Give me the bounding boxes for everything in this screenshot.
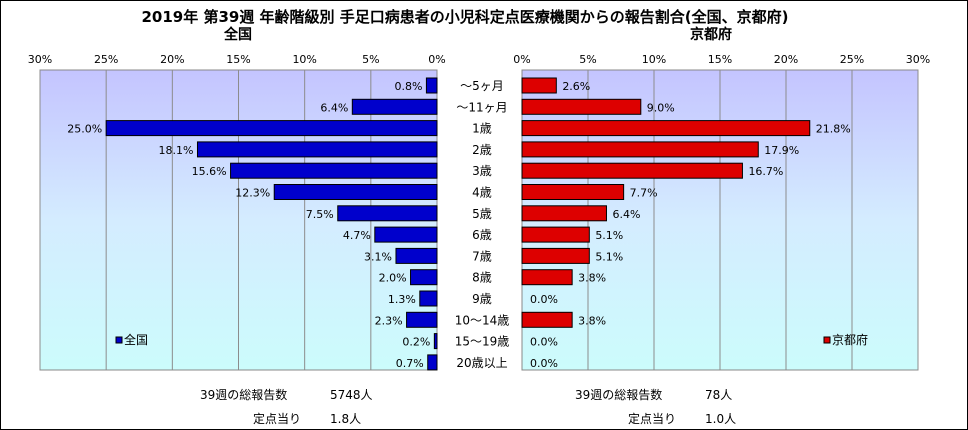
national-tick-label: 10% <box>292 53 316 66</box>
category-label: 2歳 <box>472 143 492 157</box>
category-label: 1歳 <box>472 122 492 136</box>
kyoto-bar <box>521 162 743 179</box>
national-bar <box>419 290 438 307</box>
national-data-label: 7.5% <box>306 208 334 221</box>
kyoto-legend-swatch <box>823 336 831 344</box>
kyoto-tick-label: 25% <box>840 53 864 66</box>
kyoto-bar <box>521 247 590 264</box>
national-bar <box>374 226 438 243</box>
national-bar <box>425 77 438 94</box>
kyoto-bar <box>521 120 811 137</box>
kyoto-total-value: 78人 <box>705 388 733 402</box>
national-data-label: 6.4% <box>320 101 348 114</box>
kyoto-bar <box>521 77 557 94</box>
kyoto-bar <box>521 205 607 222</box>
kyoto-panel-title: 京都府 <box>690 27 732 43</box>
kyoto-data-label: 2.6% <box>562 80 590 93</box>
national-data-label: 0.8% <box>394 80 422 93</box>
national-tick-label: 25% <box>94 53 118 66</box>
national-data-label: 4.7% <box>343 229 371 242</box>
national-per-label: 定点当り <box>253 412 302 426</box>
kyoto-tick-label: 20% <box>774 53 798 66</box>
kyoto-data-label: 3.8% <box>578 272 606 285</box>
category-label: 6歳 <box>472 228 492 242</box>
category-label: ～5ヶ月 <box>460 79 504 93</box>
national-data-label: 12.3% <box>235 187 270 200</box>
kyoto-data-label: 5.1% <box>595 229 623 242</box>
kyoto-data-label: 6.4% <box>612 208 640 221</box>
national-tick-label: 0% <box>428 53 445 66</box>
national-total-label: 39週の総報告数 <box>200 388 288 402</box>
national-data-label: 2.3% <box>375 314 403 327</box>
category-label: 10～14歳 <box>455 313 510 327</box>
kyoto-bar <box>521 98 642 115</box>
national-total-value: 5748人 <box>330 388 373 402</box>
kyoto-bar <box>521 226 590 243</box>
category-label: 15～19歳 <box>455 335 510 349</box>
national-bar <box>337 205 438 222</box>
national-bar <box>410 269 438 286</box>
category-label: 4歳 <box>472 186 492 200</box>
national-bar <box>230 162 438 179</box>
kyoto-data-label: 21.8% <box>816 123 851 136</box>
kyoto-bar <box>521 269 573 286</box>
national-tick-label: 30% <box>28 53 52 66</box>
national-data-label: 1.3% <box>388 293 416 306</box>
national-bar <box>351 98 438 115</box>
national-bar <box>105 120 438 137</box>
kyoto-per-value: 1.0人 <box>705 412 737 426</box>
category-label: 8歳 <box>472 271 492 285</box>
national-bar <box>395 247 438 264</box>
national-data-label: 0.2% <box>402 336 430 349</box>
kyoto-tick-label: 5% <box>579 53 596 66</box>
national-legend-label: 全国 <box>124 332 148 347</box>
kyoto-data-label: 5.1% <box>595 250 623 263</box>
national-tick-label: 20% <box>160 53 184 66</box>
national-bar <box>196 141 438 158</box>
category-label: ～11ヶ月 <box>456 100 507 114</box>
national-data-label: 0.7% <box>396 357 424 370</box>
kyoto-data-label: 3.8% <box>578 314 606 327</box>
kyoto-tick-label: 15% <box>708 53 732 66</box>
national-data-label: 18.1% <box>159 144 194 157</box>
category-label: 9歳 <box>472 292 492 306</box>
category-label: 7歳 <box>472 249 492 263</box>
category-label: 3歳 <box>472 164 492 178</box>
national-panel-title: 全国 <box>224 27 252 43</box>
national-bar <box>433 333 438 350</box>
kyoto-legend-label: 京都府 <box>832 332 868 347</box>
kyoto-per-label: 定点当り <box>628 412 677 426</box>
category-label: 5歳 <box>472 207 492 221</box>
national-bar <box>427 354 438 371</box>
national-data-label: 3.1% <box>364 250 392 263</box>
national-tick-label: 15% <box>226 53 250 66</box>
national-legend-swatch <box>115 336 123 344</box>
kyoto-data-label: 0.0% <box>530 293 558 306</box>
national-data-label: 15.6% <box>192 165 227 178</box>
kyoto-data-label: 7.7% <box>630 187 658 200</box>
kyoto-data-label: 16.7% <box>748 165 783 178</box>
national-bar <box>406 311 438 328</box>
national-bar <box>273 184 438 200</box>
national-data-label: 25.0% <box>67 123 102 136</box>
kyoto-bar <box>521 184 625 200</box>
category-label: 20歳以上 <box>456 356 507 370</box>
kyoto-data-label: 9.0% <box>647 101 675 114</box>
kyoto-data-label: 17.9% <box>764 144 799 157</box>
kyoto-bar <box>521 311 573 328</box>
national-tick-label: 5% <box>362 53 379 66</box>
kyoto-tick-label: 10% <box>642 53 666 66</box>
national-data-label: 2.0% <box>379 272 407 285</box>
kyoto-data-label: 0.0% <box>530 357 558 370</box>
kyoto-data-label: 0.0% <box>530 336 558 349</box>
national-per-value: 1.8人 <box>330 412 362 426</box>
kyoto-tick-label: 0% <box>513 53 530 66</box>
kyoto-bar <box>521 141 759 158</box>
chart-title: 2019年 第39週 年齢階級別 手足口病患者の小児科定点医療機関からの報告割合… <box>141 8 789 26</box>
kyoto-total-label: 39週の総報告数 <box>575 388 663 402</box>
kyoto-tick-label: 30% <box>906 53 930 66</box>
